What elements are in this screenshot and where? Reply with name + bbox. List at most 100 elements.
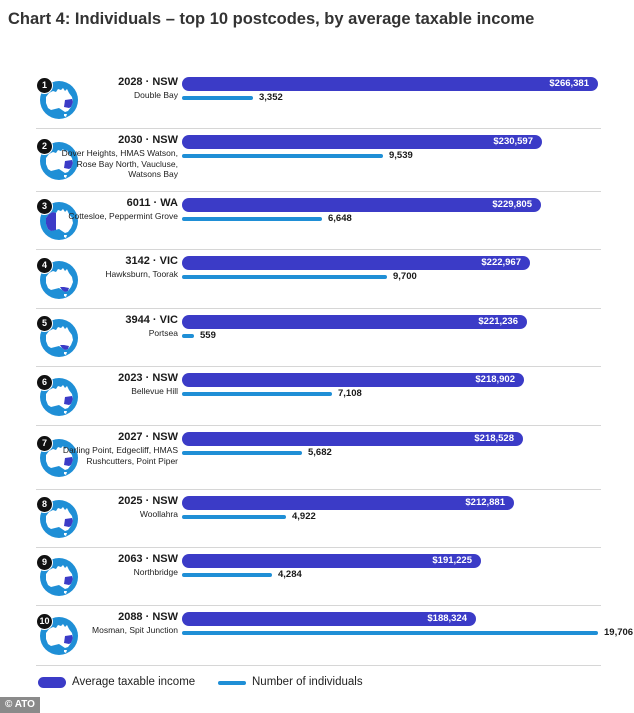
rank-badge: 4: [36, 256, 53, 274]
income-bar: $221,236: [182, 315, 527, 329]
map-badge: 9: [36, 554, 80, 598]
postcode-label: 2028 · NSW: [118, 76, 178, 88]
state-highlight: [60, 345, 69, 350]
table-row: 7 2027 · NSW Darling Point, Edgecliff, HMA…: [36, 425, 601, 490]
postcode-label: 3142 · VIC: [125, 255, 178, 267]
count-bar: [182, 573, 272, 577]
australia-outline: [46, 148, 73, 178]
count-bar: [182, 631, 598, 635]
table-row: 1 2028 · NSW Double Bay $266,381 3,352: [36, 70, 601, 129]
map-badge: 3: [36, 198, 80, 242]
map-badge: 2: [36, 137, 80, 182]
australia-outline: [46, 565, 73, 594]
mainland-shape: [46, 326, 73, 350]
suburb-label: Hawksburn, Toorak: [105, 269, 178, 279]
income-bar: $218,528: [182, 432, 523, 446]
count-value-label: 6,648: [328, 213, 352, 224]
income-value-label: $188,324: [427, 613, 467, 624]
income-bar: $212,881: [182, 496, 514, 510]
tasmania-shape: [64, 235, 67, 238]
state-highlight: [64, 159, 73, 169]
count-value-label: 4,284: [278, 569, 302, 580]
australia-outline: [46, 209, 73, 238]
map-badge: 1: [36, 77, 80, 121]
table-row: 5 3944 · VIC Portsea $221,236 559: [36, 308, 601, 367]
postcode-label: 2027 · NSW: [118, 431, 178, 443]
count-value-label: 9,539: [389, 150, 413, 161]
tasmania-shape: [64, 533, 67, 536]
australia-outline: [46, 507, 73, 536]
count-value-label: 4,922: [292, 511, 316, 522]
postcode-label: 2023 · NSW: [118, 372, 178, 384]
rank-badge: 10: [36, 613, 53, 630]
tasmania-shape: [64, 650, 67, 653]
mainland-shape: [46, 267, 73, 292]
tasmania-shape: [64, 591, 67, 594]
suburb-label: Portsea: [148, 328, 178, 338]
income-bar: $218,902: [182, 373, 524, 387]
suburb-label: Dover Heights, HMAS Watson, Rose Bay Nor…: [61, 148, 178, 179]
legend-swatch-count: [218, 681, 246, 685]
rank-badge: 5: [36, 315, 53, 332]
australia-outline: [46, 624, 73, 653]
count-value-label: 7,108: [338, 388, 362, 399]
map-badge: 7: [36, 435, 80, 479]
postcode-label: 6011 · WA: [126, 197, 178, 209]
income-bar: $266,381: [182, 77, 598, 91]
income-value-label: $222,967: [481, 257, 521, 268]
count-value-label: 19,706: [604, 627, 634, 638]
count-value-label: 5,682: [308, 447, 332, 458]
income-bar: $222,967: [182, 256, 530, 270]
state-highlight: [64, 576, 73, 585]
legend-swatch-income: [38, 677, 66, 688]
suburb-label: Darling Point, Edgecliff, HMAS Rushcutte…: [62, 445, 178, 466]
tasmania-shape: [64, 352, 67, 355]
state-highlight: [64, 635, 73, 644]
count-bar: [182, 96, 253, 100]
rank-badge: 2: [36, 137, 53, 155]
count-bar: [182, 154, 383, 158]
suburb-label: Northbridge: [133, 567, 178, 577]
postcode-label: 2063 · NSW: [118, 553, 178, 565]
table-row: 8 2025 · NSW Woollahra $212,881 4,922: [36, 489, 601, 548]
tasmania-shape: [64, 293, 67, 297]
australia-outline: [46, 384, 73, 414]
count-value-label: 559: [200, 330, 216, 341]
count-bar: [182, 334, 194, 338]
suburb-label: Bellevue Hill: [131, 386, 178, 396]
tasmania-shape: [64, 114, 67, 117]
income-value-label: $266,381: [549, 78, 589, 89]
count-value-label: 3,352: [259, 92, 283, 103]
income-value-label: $230,597: [493, 136, 533, 147]
count-bar: [182, 451, 302, 455]
table-row: 2 2030 · NSW Dover Heights, HMAS Watson, R…: [36, 128, 601, 192]
income-value-label: $218,528: [474, 433, 514, 444]
map-badge: 10: [36, 613, 80, 657]
australia-map-icon: [40, 260, 78, 299]
income-bar: $188,324: [182, 612, 476, 626]
count-bar: [182, 217, 322, 221]
australia-outline: [46, 446, 73, 475]
australia-outline: [46, 88, 73, 117]
postcode-label: 2025 · NSW: [118, 495, 178, 507]
chart-title: Chart 4: Individuals – top 10 postcodes,…: [8, 10, 535, 28]
income-value-label: $191,225: [432, 555, 472, 566]
rank-badge: 9: [36, 554, 53, 571]
state-highlight: [46, 212, 56, 231]
map-badge: 5: [36, 315, 80, 359]
rank-badge: 3: [36, 198, 53, 215]
income-value-label: $212,881: [465, 497, 505, 508]
map-badge: 8: [36, 496, 80, 540]
state-highlight: [64, 395, 73, 405]
source-badge: © ATO: [0, 697, 40, 713]
suburb-label: Mosman, Spit Junction: [92, 625, 178, 635]
table-row: 3 6011 · WA Cottesloe, Peppermint Grove $22…: [36, 191, 601, 250]
legend-label-income: Average taxable income: [72, 676, 196, 688]
postcode-label: 2088 · NSW: [118, 611, 178, 623]
rank-badge: 7: [36, 435, 53, 452]
postcode-label: 2030 · NSW: [118, 134, 178, 146]
tasmania-shape: [64, 174, 67, 178]
australia-outline: [46, 267, 73, 297]
state-highlight: [64, 518, 73, 527]
count-bar: [182, 275, 387, 279]
